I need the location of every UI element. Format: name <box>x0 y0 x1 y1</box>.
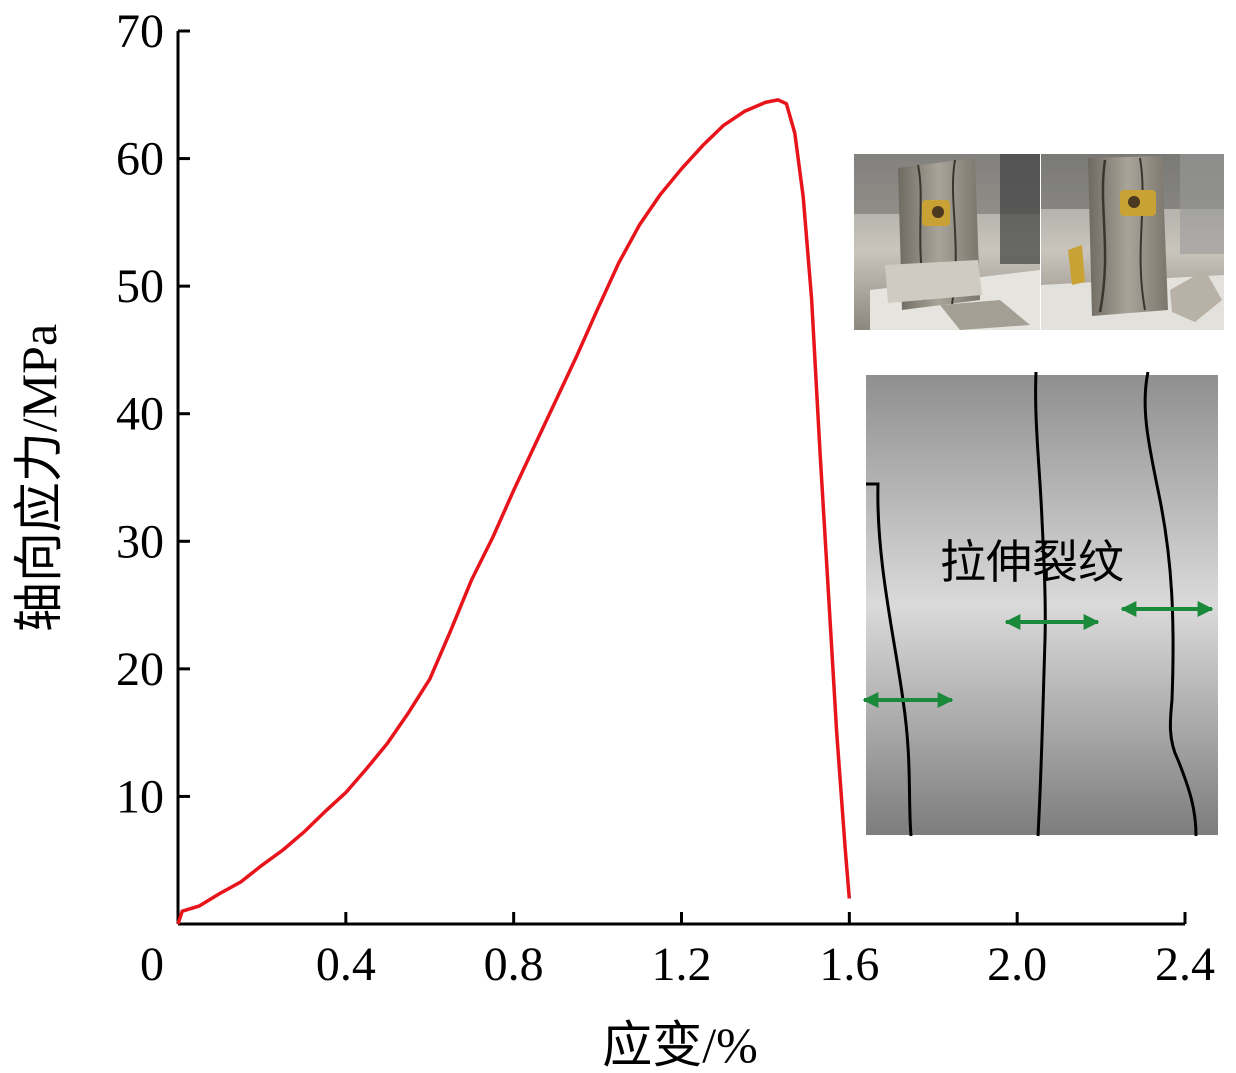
y-tick-label: 10 <box>116 770 164 823</box>
specimen-photos <box>854 154 1224 330</box>
stress-strain-series-line <box>176 98 852 925</box>
x-tick-label: 0.8 <box>484 938 544 991</box>
x-tick-label: 0.4 <box>316 938 376 991</box>
y-tick-label: 20 <box>116 643 164 696</box>
y-axis-label: 轴向应力/MPa <box>11 324 67 632</box>
x-tick-label: 2.4 <box>1155 938 1215 991</box>
x-tick-label: 2.0 <box>987 938 1047 991</box>
x-tick-label: 1.6 <box>819 938 879 991</box>
x-axis-label: 应变/% <box>602 1017 758 1073</box>
x-tick-label: 0 <box>140 938 164 991</box>
x-tick-label: 1.2 <box>652 938 712 991</box>
crack-line-2 <box>1034 371 1047 837</box>
tensile-crack-label: 拉伸裂纹 <box>940 535 1124 589</box>
crack-schematic: 拉伸裂纹 <box>862 371 1218 837</box>
y-tick-label: 70 <box>116 5 164 58</box>
y-tick-label: 30 <box>116 515 164 568</box>
specimen-photo-after <box>1041 154 1224 330</box>
y-tick-label: 60 <box>116 133 164 186</box>
series-layer <box>176 98 852 925</box>
axes: 0 0.4 0.8 1.2 1.6 2.0 2.4 10 20 30 40 50 60 70 <box>116 5 1215 991</box>
specimen-photo-before <box>854 154 1040 330</box>
crack-line-3 <box>1143 371 1198 837</box>
y-tick-label: 40 <box>116 388 164 441</box>
y-tick-label: 50 <box>116 260 164 313</box>
y-tick-group: 10 20 30 40 50 60 70 <box>116 5 190 823</box>
crack-line-1 <box>866 482 913 837</box>
x-tick-group: 0 0.4 0.8 1.2 1.6 2.0 2.4 <box>140 912 1215 991</box>
